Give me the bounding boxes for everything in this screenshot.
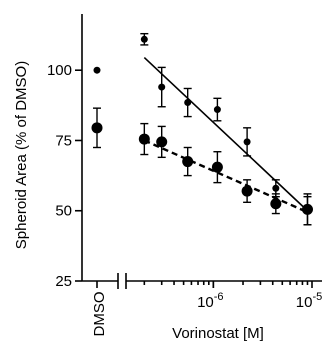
data-point	[156, 136, 168, 148]
data-point	[243, 138, 251, 146]
data-point	[158, 83, 166, 91]
data-point	[184, 99, 192, 107]
control-label: DMSO	[91, 292, 108, 337]
data-point	[138, 133, 150, 145]
y-tick-label: 100	[47, 62, 72, 79]
fit-line	[143, 56, 309, 212]
data-point	[182, 156, 194, 168]
y-tick-label: 75	[55, 132, 72, 149]
fit-lines	[143, 56, 309, 214]
x-tick-label: 10-6	[197, 291, 223, 311]
axes: 25 50 75 100 10-6 10-5	[47, 14, 322, 311]
data-point	[301, 203, 313, 215]
fit-line	[143, 139, 308, 214]
x-tick-label: 10-5	[296, 291, 322, 311]
x-axis-label: Vorinostat [M]	[172, 325, 264, 342]
data-point	[241, 185, 253, 197]
data-point	[213, 106, 221, 114]
data-point	[270, 198, 282, 210]
data-point	[93, 66, 101, 74]
data-point	[272, 184, 280, 192]
data-point	[211, 161, 223, 173]
data-points	[91, 32, 313, 226]
y-tick-label: 50	[55, 203, 72, 220]
data-point	[140, 35, 148, 43]
y-axis-label: Spheroid Area (% of DMSO)	[13, 61, 30, 249]
data-point	[91, 122, 103, 134]
y-tick-label: 25	[55, 273, 72, 290]
